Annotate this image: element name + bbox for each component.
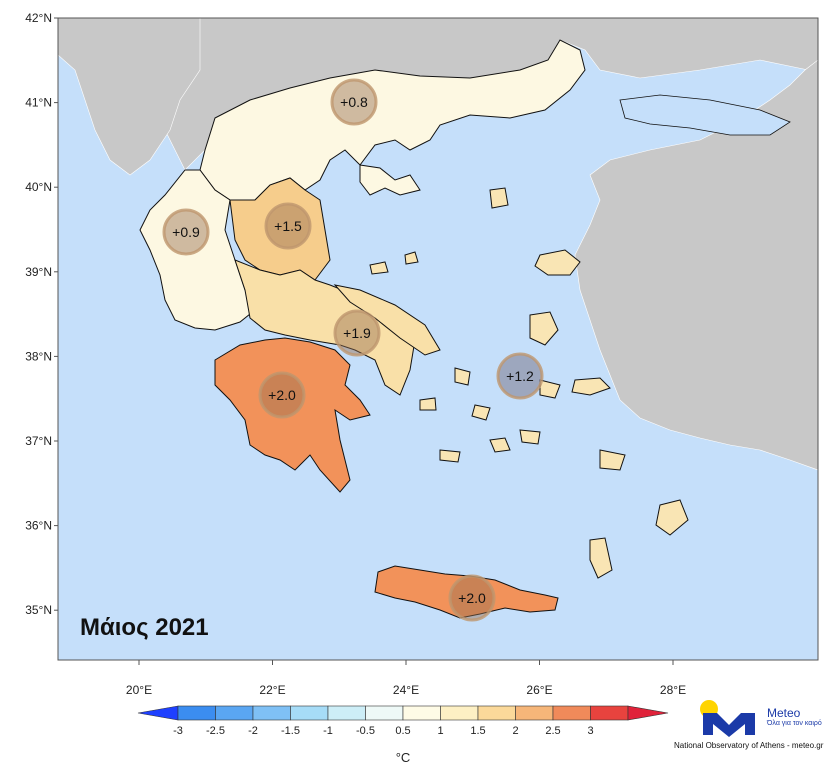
meteo-logo-mark	[700, 700, 755, 737]
anomaly-value: +1.9	[343, 325, 371, 341]
lon-label: 26°E	[526, 683, 552, 697]
map-frame	[57, 17, 819, 661]
colorbar-bin	[252, 705, 291, 721]
anomaly-value: +1.2	[506, 368, 534, 384]
region-central-greece	[234, 259, 416, 396]
lat-label: 40°N	[25, 180, 52, 194]
region-thessaly	[229, 177, 331, 281]
meteo-logo: Meteo Όλα για τον καιρό National Observa…	[674, 697, 827, 757]
marmara-sea	[619, 94, 791, 136]
anomaly-value: +2.0	[458, 590, 486, 606]
anomaly-badge	[258, 371, 306, 419]
colorbar-bin	[290, 705, 329, 721]
anomaly-value: +0.9	[172, 224, 200, 240]
colorbar-tick: 2.5	[545, 725, 560, 737]
region-crete	[374, 565, 559, 619]
anomaly-value: +0.8	[340, 94, 368, 110]
lat-label: 36°N	[25, 519, 52, 533]
colorbar-tick: -3	[173, 725, 183, 737]
colorbar-bin	[402, 705, 441, 721]
lat-label: 42°N	[25, 11, 52, 25]
map-title: Μάιος 2021	[80, 614, 209, 641]
albania-land	[58, 18, 201, 176]
colorbar-high-end	[627, 705, 669, 721]
colorbar: -3 -2.5 -2 -1.5 -1 -0.5 0.5 1 1.5 2 2.5 3 °C	[137, 705, 669, 765]
colorbar-tick: 0.5	[395, 725, 410, 737]
aegean-islands	[369, 187, 689, 579]
colorbar-tick: 2	[512, 725, 518, 737]
logo-name: Meteo	[767, 706, 801, 720]
colorbar-tick: 1	[437, 725, 443, 737]
colorbar-bin	[515, 705, 554, 721]
colorbar-bin	[215, 705, 254, 721]
lon-label: 20°E	[126, 683, 152, 697]
lon-label: 24°E	[393, 683, 419, 697]
colorbar-tick: -1	[323, 725, 333, 737]
colorbar-bin	[177, 705, 216, 721]
colorbar-tick: 1.5	[470, 725, 485, 737]
anomaly-badge	[264, 202, 312, 250]
colorbar-tick: -2.5	[206, 725, 225, 737]
colorbar-unit: °C	[396, 750, 411, 765]
lat-label: 41°N	[25, 96, 52, 110]
anomaly-badge	[496, 352, 544, 400]
colorbar-tick: 3	[587, 725, 593, 737]
colorbar-tick: -1.5	[281, 725, 300, 737]
colorbar-low-end	[137, 705, 179, 721]
euboea	[333, 284, 441, 356]
colorbar-bin	[552, 705, 591, 721]
anomaly-badge	[333, 309, 381, 357]
anomaly-badge	[448, 574, 496, 622]
chalkidiki	[359, 164, 421, 196]
lat-label: 37°N	[25, 434, 52, 448]
anomaly-badge	[162, 208, 210, 256]
logo-tagline: Όλα για τον καιρό	[767, 720, 822, 727]
colorbar-tick: -0.5	[356, 725, 375, 737]
lat-label: 35°N	[25, 603, 52, 617]
colorbar-bin	[590, 705, 629, 721]
colorbar-bin	[477, 705, 516, 721]
lat-label: 39°N	[25, 265, 52, 279]
colorbar-tick: -2	[248, 725, 258, 737]
lat-label: 38°N	[25, 349, 52, 363]
anomaly-value: +1.5	[274, 218, 302, 234]
lon-label: 28°E	[660, 683, 686, 697]
colorbar-bin	[327, 705, 366, 721]
anomaly-badge	[330, 78, 378, 126]
logo-footer: National Observatory of Athens - meteo.g…	[674, 741, 824, 750]
colorbar-bin	[365, 705, 404, 721]
anomaly-value: +2.0	[268, 387, 296, 403]
lon-label: 22°E	[259, 683, 285, 697]
colorbar-bin	[440, 705, 479, 721]
